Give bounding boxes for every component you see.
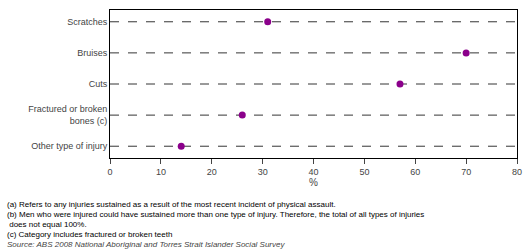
svg-text:40: 40 bbox=[308, 167, 318, 177]
svg-text:0: 0 bbox=[107, 167, 112, 177]
svg-text:(b) Men who were injured could: (b) Men who were injured could have sust… bbox=[7, 210, 424, 219]
svg-text:Source: ABS 2008 National Abor: Source: ABS 2008 National Aboriginal and… bbox=[7, 240, 285, 249]
svg-text:80: 80 bbox=[512, 167, 522, 177]
svg-text:Cuts: Cuts bbox=[89, 79, 108, 89]
svg-text:(a) Refers to any injuries sus: (a) Refers to any injuries sustained as … bbox=[7, 200, 336, 209]
svg-text:50: 50 bbox=[359, 167, 369, 177]
svg-text:(c) Category includes fracture: (c) Category includes fractured or broke… bbox=[7, 230, 172, 239]
svg-text:70: 70 bbox=[461, 167, 471, 177]
svg-text:10: 10 bbox=[156, 167, 166, 177]
svg-text:%: % bbox=[309, 177, 318, 188]
svg-text:Bruises: Bruises bbox=[77, 48, 108, 58]
svg-text:does not equal 100%.: does not equal 100%. bbox=[7, 220, 87, 229]
svg-text:Other type of injury: Other type of injury bbox=[31, 141, 108, 151]
svg-text:Scratches: Scratches bbox=[67, 17, 108, 27]
svg-text:Fractured or brokenbones (c): Fractured or brokenbones (c) bbox=[28, 104, 107, 126]
svg-text:20: 20 bbox=[207, 167, 217, 177]
svg-text:30: 30 bbox=[258, 167, 268, 177]
svg-text:60: 60 bbox=[410, 167, 420, 177]
